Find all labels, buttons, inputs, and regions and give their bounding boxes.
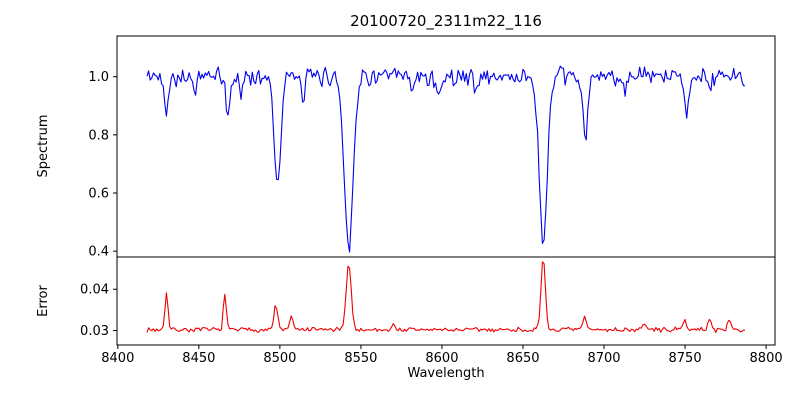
y-axis-label-spectrum: Spectrum [36, 115, 51, 178]
plot-title: 20100720_2311m22_116 [350, 12, 542, 31]
spectrum-line [146, 65, 746, 253]
x-tick-label: 8400 [101, 351, 134, 366]
x-tick-label: 8450 [182, 351, 215, 366]
error-line [146, 261, 746, 334]
x-tick-label: 8600 [425, 351, 458, 366]
x-tick-label: 8750 [669, 351, 702, 366]
x-tick-label: 8700 [587, 351, 620, 366]
y-tick-label-spectrum: 0.6 [88, 187, 109, 202]
x-tick-label: 8500 [263, 351, 296, 366]
generated-plot-content: 8400 8450 8500 8550 8600 8650 8700 8750 8800 0.4 0… [80, 35, 783, 366]
x-axis-label: Wavelength [407, 366, 484, 381]
y-tick-label-error: 0.04 [80, 283, 109, 298]
x-tick-label: 8650 [506, 351, 539, 366]
y-tick-label-error: 0.03 [80, 324, 109, 339]
y-tick-label-spectrum: 0.4 [88, 245, 109, 260]
x-tick-label: 8550 [344, 351, 377, 366]
y-axis-label-error: Error [36, 285, 51, 317]
y-tick-label-spectrum: 1.0 [88, 70, 109, 85]
top-panel-frame [116, 35, 776, 258]
y-tick-label-spectrum: 0.8 [88, 128, 109, 143]
bottom-panel-frame [116, 256, 776, 346]
x-tick-label: 8800 [750, 351, 783, 366]
